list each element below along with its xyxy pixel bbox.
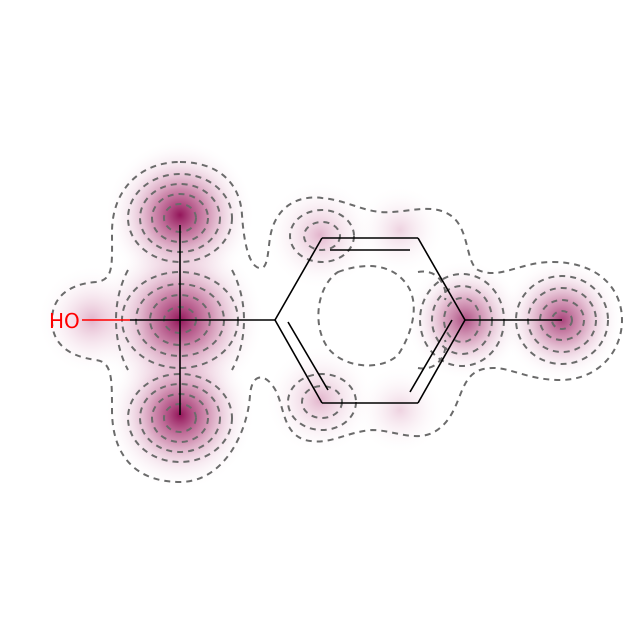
contour-methyl-3	[539, 299, 585, 341]
contour-top-1	[127, 173, 233, 263]
contour-methyl-1	[515, 275, 609, 365]
contour-left-lobes	[115, 269, 245, 371]
heatmap-layer	[37, 140, 624, 490]
bond-ring-6	[274, 319, 323, 404]
contour-top-3	[151, 193, 209, 243]
bond-layer	[179, 225, 562, 415]
bond-ring-4	[417, 319, 466, 404]
contour-methyl-4	[551, 310, 573, 330]
contour-outer-left	[50, 160, 624, 484]
contour-ring-bl-1	[287, 373, 357, 431]
bond-ring-6-double	[287, 321, 329, 391]
contour-bottom-1	[127, 373, 233, 463]
heat-blob-ring-bottom-right	[355, 365, 445, 455]
bond-ring-4-double	[409, 319, 453, 393]
atom-label-hydroxyl: HO	[49, 309, 80, 333]
heat-blob-ring-top-left	[265, 180, 375, 290]
contour-ring-tl-1	[289, 209, 355, 263]
contour-ring-tl-2	[303, 221, 341, 251]
heat-blob-ring-top-right	[355, 185, 445, 275]
contour-bottom-2	[139, 383, 221, 453]
bond-ring-1	[274, 237, 323, 321]
contour-ring-inner	[317, 265, 415, 367]
bond-ring-3	[417, 237, 466, 321]
contour-ring-bl-2	[301, 385, 343, 419]
